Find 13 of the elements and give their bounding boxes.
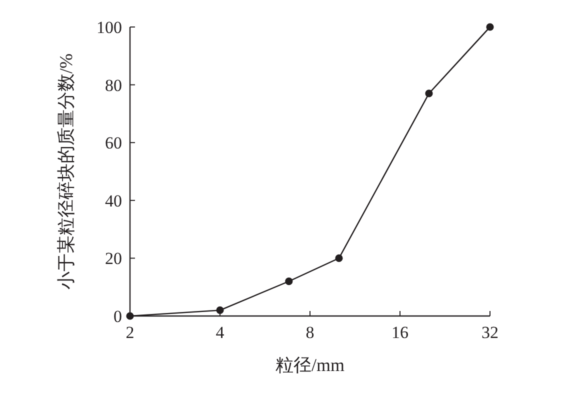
x-tick-label: 16 xyxy=(392,323,408,342)
y-tick-label: 100 xyxy=(96,18,122,37)
x-tick-label: 2 xyxy=(126,323,134,342)
y-axis-title: 小于某粒径碎块的质量分数/% xyxy=(56,54,76,290)
x-tick-label: 32 xyxy=(482,323,498,342)
y-tick-label: 40 xyxy=(105,191,122,210)
y-tick-label: 0 xyxy=(114,307,122,326)
x-tick-label: 8 xyxy=(306,323,314,342)
y-tick-label: 20 xyxy=(105,249,122,268)
x-axis-title: 粒径/mm xyxy=(275,355,345,375)
y-tick-label: 60 xyxy=(105,134,122,153)
x-tick-label: 4 xyxy=(216,323,225,342)
y-tick-label: 80 xyxy=(105,76,122,95)
